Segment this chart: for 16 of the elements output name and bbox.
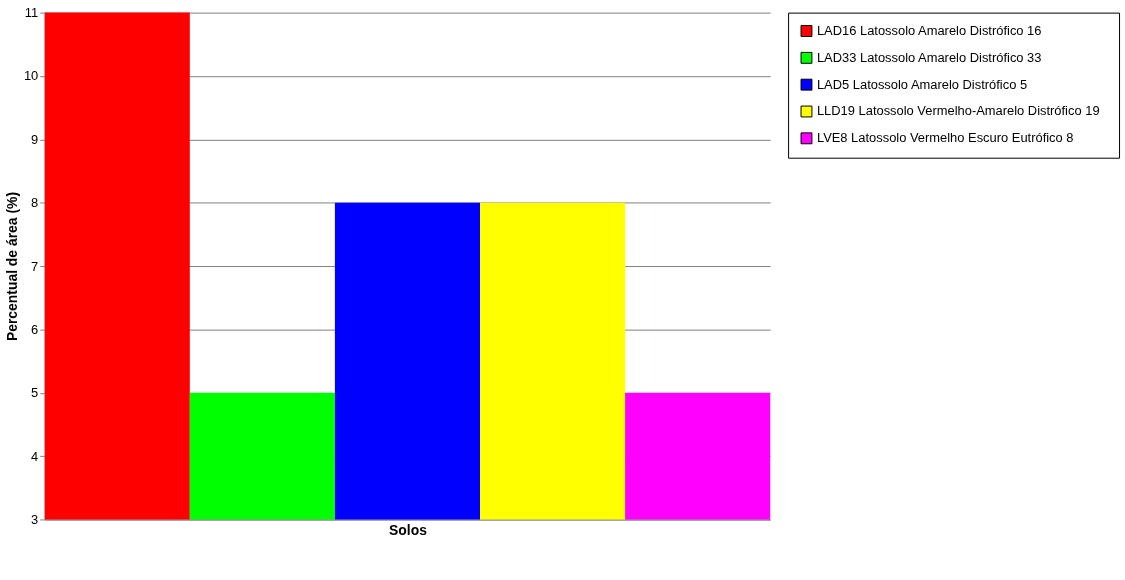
legend-label: LAD16 Latossolo Amarelo Distrófico 16 [816, 22, 1042, 38]
y-tick-label: 7 [31, 258, 39, 274]
y-tick-label: 4 [31, 448, 39, 464]
legend-label: LVE8 Latossolo Vermelho Escuro Eutrófico 8 [816, 130, 1074, 146]
y-tick-label: 11 [24, 5, 39, 21]
x-axis-title: Solos [389, 521, 428, 538]
legend-label: LAD33 Latossolo Amarelo Distrófico 33 [816, 49, 1042, 65]
y-tick-label: 8 [31, 195, 39, 211]
y-tick-label: 5 [31, 385, 39, 401]
y-tick-label: 10 [23, 68, 39, 84]
y-tick-label: 6 [31, 321, 39, 337]
y-axis-title: Percentual de área (%) [3, 191, 20, 342]
y-tick-label: 9 [31, 131, 39, 147]
y-tick-label: 3 [31, 511, 39, 527]
legend-label: LAD5 Latossolo Amarelo Distrófico 5 [816, 76, 1028, 92]
legend-label: LLD19 Latossolo Vermelho-Amarelo Distrófico 19 [816, 103, 1100, 119]
